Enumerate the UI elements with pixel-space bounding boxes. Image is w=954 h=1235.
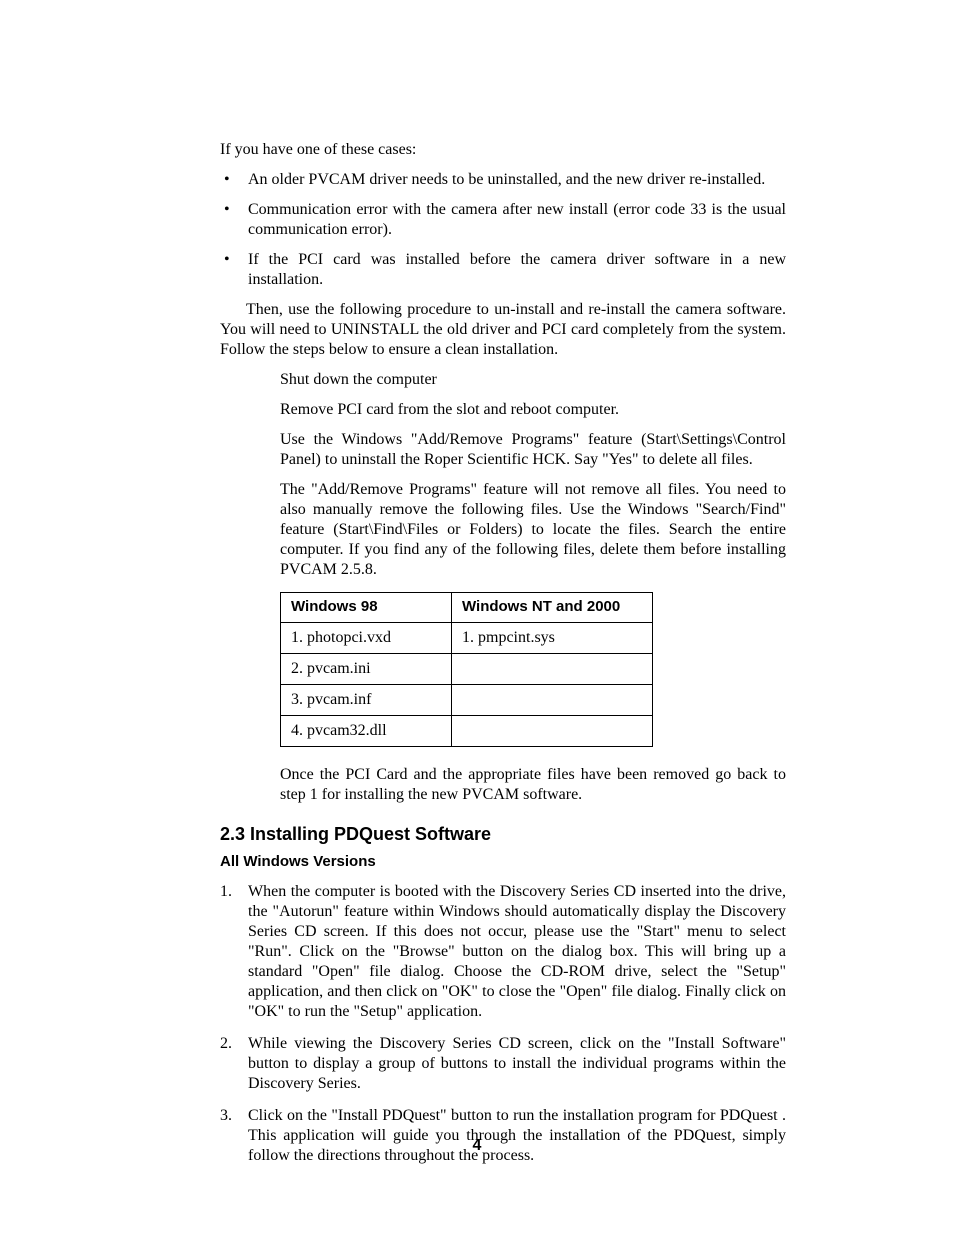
table-cell: 2. pvcam.ini <box>281 653 452 684</box>
intro-line: If you have one of these cases: <box>220 140 786 160</box>
table-row: 2. pvcam.ini <box>281 653 653 684</box>
table-cell: 3. pvcam.inf <box>281 684 452 715</box>
substep: Shut down the computer <box>280 370 786 390</box>
case-item: If the PCI card was installed before the… <box>220 250 786 290</box>
install-step: Click on the "Install PDQuest" button to… <box>220 1106 786 1166</box>
table-header: Windows NT and 2000 <box>452 593 653 623</box>
table-row: 1. photopci.vxd 1. pmpcint.sys <box>281 622 653 653</box>
table-header-row: Windows 98 Windows NT and 2000 <box>281 593 653 623</box>
after-table-block: Once the PCI Card and the appropriate fi… <box>280 765 786 805</box>
after-table-text: Once the PCI Card and the appropriate fi… <box>280 765 786 805</box>
table-cell <box>452 684 653 715</box>
then-paragraph: Then, use the following procedure to un-… <box>220 300 786 360</box>
substep: The "Add/Remove Programs" feature will n… <box>280 480 786 580</box>
table-cell: 4. pvcam32.dll <box>281 715 452 746</box>
files-table: Windows 98 Windows NT and 2000 1. photop… <box>280 592 653 747</box>
table-row: 3. pvcam.inf <box>281 684 653 715</box>
section-heading: 2.3 Installing PDQuest Software <box>220 823 786 846</box>
substep: Use the Windows "Add/Remove Programs" fe… <box>280 430 786 470</box>
subsection-heading: All Windows Versions <box>220 853 786 872</box>
case-list: An older PVCAM driver needs to be uninst… <box>220 170 786 290</box>
substep: Remove PCI card from the slot and reboot… <box>280 400 786 420</box>
page-number: 4 <box>0 1137 954 1155</box>
table-row: 4. pvcam32.dll <box>281 715 653 746</box>
case-item: Communication error with the camera afte… <box>220 200 786 240</box>
install-step: While viewing the Discovery Series CD sc… <box>220 1034 786 1094</box>
table-cell: 1. photopci.vxd <box>281 622 452 653</box>
table-cell <box>452 715 653 746</box>
case-item: An older PVCAM driver needs to be uninst… <box>220 170 786 190</box>
table-header: Windows 98 <box>281 593 452 623</box>
body-content: If you have one of these cases: An older… <box>220 140 786 1166</box>
document-page: If you have one of these cases: An older… <box>0 0 954 1235</box>
install-step: When the computer is booted with the Dis… <box>220 882 786 1022</box>
table-cell: 1. pmpcint.sys <box>452 622 653 653</box>
substeps-block: Shut down the computer Remove PCI card f… <box>280 370 786 580</box>
table-cell <box>452 653 653 684</box>
install-steps-list: When the computer is booted with the Dis… <box>220 882 786 1166</box>
